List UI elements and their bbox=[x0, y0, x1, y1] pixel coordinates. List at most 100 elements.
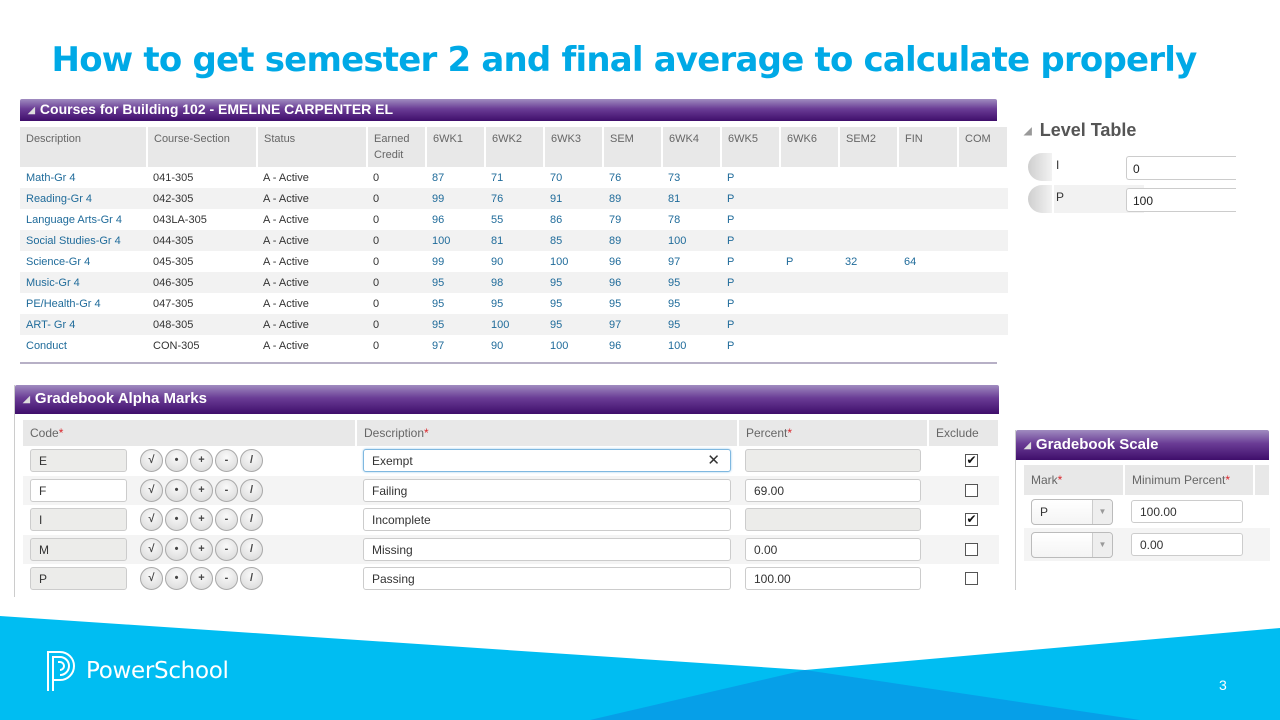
course-description-link[interactable]: Reading-Gr 4 bbox=[20, 188, 147, 209]
col-header[interactable]: SEM bbox=[603, 127, 663, 167]
level-value-input[interactable]: 100 bbox=[1126, 188, 1236, 212]
code-input[interactable]: P bbox=[30, 567, 127, 591]
grade-cell[interactable]: P bbox=[727, 213, 735, 226]
col-header[interactable]: 6WK6 bbox=[780, 127, 840, 167]
check-modifier-button[interactable]: √ bbox=[140, 537, 163, 561]
grade-cell[interactable]: 96 bbox=[609, 255, 622, 268]
description-input[interactable]: Passing bbox=[363, 567, 731, 591]
grade-cell[interactable]: P bbox=[727, 297, 735, 310]
minus-modifier-button[interactable]: - bbox=[215, 449, 238, 473]
grade-cell[interactable]: 85 bbox=[544, 230, 603, 251]
grade-cell[interactable]: 100 bbox=[550, 255, 569, 268]
grade-cell[interactable]: 71 bbox=[491, 171, 504, 184]
grade-cell[interactable]: 76 bbox=[485, 188, 544, 209]
exclude-checkbox[interactable]: ✔ bbox=[965, 453, 978, 468]
grade-cell[interactable]: 100 bbox=[662, 230, 721, 251]
dot-modifier-button[interactable]: • bbox=[165, 478, 188, 502]
dot-modifier-button[interactable]: • bbox=[165, 567, 188, 591]
check-modifier-button[interactable]: √ bbox=[140, 508, 163, 532]
course-description-link[interactable]: Math-Gr 4 bbox=[26, 171, 76, 184]
grade-cell[interactable]: 73 bbox=[668, 171, 681, 184]
grade-cell[interactable]: 95 bbox=[662, 314, 721, 335]
col-header[interactable]: SEM2 bbox=[839, 127, 899, 167]
course-description-link[interactable]: Social Studies-Gr 4 bbox=[20, 230, 147, 251]
percent-input[interactable] bbox=[745, 449, 921, 473]
slash-modifier-button[interactable]: / bbox=[240, 537, 263, 561]
check-modifier-button[interactable]: √ bbox=[140, 567, 163, 591]
grade-cell[interactable]: 90 bbox=[491, 255, 504, 268]
col-header[interactable]: 6WK2 bbox=[485, 127, 545, 167]
description-input[interactable]: Failing bbox=[363, 478, 731, 502]
plus-modifier-button[interactable]: + bbox=[190, 508, 213, 532]
grade-cell[interactable]: 95 bbox=[544, 272, 603, 293]
course-description-link[interactable]: ART- Gr 4 bbox=[20, 314, 147, 335]
alpha-marks-header[interactable]: ◢ Gradebook Alpha Marks bbox=[15, 385, 999, 414]
description-input[interactable]: Incomplete bbox=[363, 508, 731, 532]
grade-cell[interactable]: 89 bbox=[603, 230, 662, 251]
percent-input[interactable]: 69.00 bbox=[745, 478, 921, 502]
code-input[interactable]: E bbox=[30, 449, 127, 473]
percent-input[interactable]: 100.00 bbox=[745, 567, 921, 591]
dropdown-arrow-icon[interactable]: ▼ bbox=[1092, 499, 1112, 524]
gradebook-scale-header[interactable]: ◢ Gradebook Scale bbox=[1016, 430, 1269, 460]
grade-cell[interactable]: 86 bbox=[550, 213, 563, 226]
row-handle[interactable] bbox=[1028, 185, 1052, 213]
grade-cell[interactable]: 70 bbox=[550, 171, 563, 184]
minus-modifier-button[interactable]: - bbox=[215, 508, 238, 532]
slash-modifier-button[interactable]: / bbox=[240, 567, 263, 591]
courses-panel-header[interactable]: ◢ Courses for Building 102 - EMELINE CARP… bbox=[20, 99, 997, 121]
grade-cell[interactable]: P bbox=[727, 171, 735, 184]
plus-modifier-button[interactable]: + bbox=[190, 537, 213, 561]
collapse-triangle-icon[interactable]: ◢ bbox=[1024, 440, 1031, 450]
course-description-link[interactable]: PE/Health-Gr 4 bbox=[26, 297, 101, 310]
clear-icon[interactable]: ✕ bbox=[707, 452, 720, 470]
grade-cell[interactable]: 95 bbox=[544, 314, 603, 335]
exclude-checkbox[interactable]: ✔ bbox=[965, 512, 978, 527]
grade-cell[interactable]: 95 bbox=[668, 297, 681, 310]
minus-modifier-button[interactable]: - bbox=[215, 567, 238, 591]
exclude-checkbox[interactable] bbox=[965, 483, 978, 497]
collapse-triangle-icon[interactable]: ◢ bbox=[1024, 126, 1032, 137]
collapse-triangle-icon[interactable]: ◢ bbox=[28, 105, 35, 115]
grade-cell[interactable]: 95 bbox=[609, 297, 622, 310]
check-modifier-button[interactable]: √ bbox=[140, 449, 163, 473]
col-header[interactable]: Earned Credit bbox=[367, 127, 427, 167]
col-header[interactable]: FIN bbox=[898, 127, 959, 167]
course-description-link[interactable]: Science-Gr 4 bbox=[26, 255, 91, 268]
slash-modifier-button[interactable]: / bbox=[240, 478, 263, 502]
grade-cell[interactable]: 97 bbox=[603, 314, 662, 335]
grade-cell[interactable]: 95 bbox=[426, 314, 485, 335]
grade-cell[interactable]: P bbox=[727, 255, 735, 268]
col-header[interactable]: 6WK4 bbox=[662, 127, 722, 167]
grade-cell[interactable]: 89 bbox=[603, 188, 662, 209]
level-value-input[interactable]: 0 bbox=[1126, 156, 1236, 180]
col-header[interactable]: 6WK5 bbox=[721, 127, 781, 167]
grade-cell[interactable]: 96 bbox=[609, 339, 622, 352]
grade-cell[interactable]: P bbox=[721, 272, 780, 293]
min-percent-input[interactable]: 100.00 bbox=[1131, 500, 1243, 523]
col-header[interactable]: Status bbox=[257, 127, 368, 167]
grade-cell[interactable]: 100 bbox=[485, 314, 544, 335]
grade-cell[interactable]: 100 bbox=[426, 230, 485, 251]
code-input[interactable]: I bbox=[30, 508, 127, 532]
percent-input[interactable] bbox=[745, 508, 921, 532]
grade-cell[interactable]: 76 bbox=[609, 171, 622, 184]
grade-cell[interactable]: P bbox=[721, 230, 780, 251]
grade-cell[interactable]: 99 bbox=[432, 255, 445, 268]
grade-cell[interactable]: 97 bbox=[432, 339, 445, 352]
percent-input[interactable]: 0.00 bbox=[745, 537, 921, 561]
grade-cell[interactable]: 95 bbox=[432, 297, 445, 310]
grade-cell[interactable]: P bbox=[721, 314, 780, 335]
col-header[interactable]: 6WK1 bbox=[426, 127, 486, 167]
grade-cell[interactable]: P bbox=[786, 255, 794, 268]
row-handle[interactable] bbox=[1028, 153, 1052, 181]
col-header[interactable]: COM bbox=[958, 127, 1009, 167]
description-input[interactable]: Exempt ✕ bbox=[363, 449, 731, 473]
dot-modifier-button[interactable]: • bbox=[165, 537, 188, 561]
grade-cell[interactable]: 95 bbox=[550, 297, 563, 310]
course-description-link[interactable]: Language Arts-Gr 4 bbox=[26, 213, 123, 226]
grade-cell[interactable]: P bbox=[721, 188, 780, 209]
description-input[interactable]: Missing bbox=[363, 537, 731, 561]
min-percent-input[interactable]: 0.00 bbox=[1131, 533, 1243, 556]
minus-modifier-button[interactable]: - bbox=[215, 537, 238, 561]
